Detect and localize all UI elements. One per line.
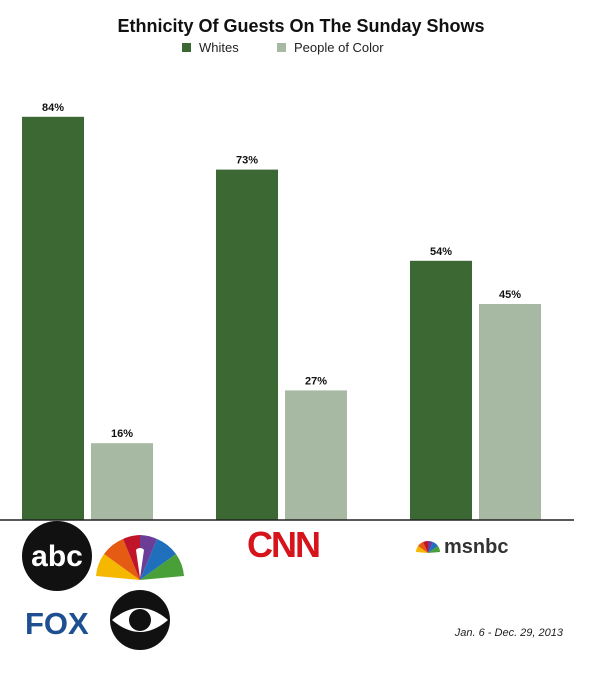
data-label-abc-people-of-color: 16% [111,428,133,440]
legend-swatch-people-of-color [277,43,286,52]
msnbc-logo: msnbc [416,536,508,558]
bar-msnbc-people-of-color [479,304,541,520]
abc-logo-text: abc [31,540,83,573]
bar-cnn-whites [216,169,278,520]
legend: Whites People of Color [182,40,384,55]
cbs-eye-icon [110,590,170,650]
msnbc-peacock-icon [416,540,440,553]
data-label-cnn-whites: 73% [236,155,258,167]
chart-title: Ethnicity Of Guests On The Sunday Shows [117,16,484,36]
nbc-peacock-icon [96,535,184,580]
legend-label-whites: Whites [199,40,239,55]
legend-swatch-whites [182,43,191,52]
msnbc-logo-text: msnbc [444,536,508,558]
abc-logo-circle [22,521,92,591]
bar-cnn-people-of-color [285,390,347,520]
abc-logo: abc [22,521,92,591]
date-range-note: Jan. 6 - Dec. 29, 2013 [454,627,564,639]
legend-label-people-of-color: People of Color [294,40,384,55]
data-label-abc-whites: 84% [42,102,64,114]
bar-abc-people-of-color [91,443,153,520]
bar-abc-whites [22,116,84,521]
data-label-cnn-people-of-color: 27% [305,375,327,387]
fox-logo: FOX [25,606,89,641]
bar-msnbc-whites [410,260,472,520]
bars-group: 84% 16% 73% 27% 54% 45% [22,102,541,521]
data-label-msnbc-whites: 54% [430,246,452,258]
cnn-logo: CNN [247,524,319,565]
data-label-msnbc-people-of-color: 45% [499,289,521,301]
